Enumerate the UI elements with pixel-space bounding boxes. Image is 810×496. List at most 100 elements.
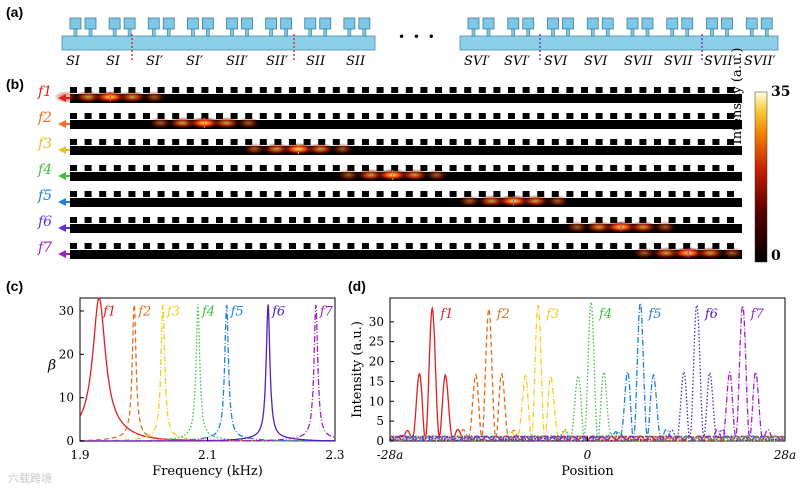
series-label-f5: f5 <box>230 304 244 319</box>
resonator-neck <box>566 28 570 37</box>
row-resonator <box>624 165 632 171</box>
axes-frame <box>79 297 336 442</box>
row-resonator <box>508 87 515 93</box>
row-resonator <box>347 217 355 223</box>
resonator <box>586 17 599 30</box>
row-resonator <box>493 217 501 223</box>
row-resonator <box>157 243 165 249</box>
row-resonator <box>245 113 253 119</box>
row-resonator <box>420 243 428 249</box>
site-label: SII′ <box>266 54 289 69</box>
row-resonator <box>537 165 545 171</box>
row-resonator <box>186 217 194 223</box>
row-resonator <box>274 243 282 249</box>
row-resonator <box>391 87 399 93</box>
row-resonator <box>259 191 267 197</box>
row-resonator <box>581 165 588 171</box>
row-resonator <box>362 113 369 119</box>
site-label: SII <box>346 54 366 69</box>
row-resonator <box>478 243 486 249</box>
y-tick-label: 30 <box>369 315 384 329</box>
row-resonator <box>478 113 486 119</box>
row-resonator <box>259 87 267 93</box>
row-resonator <box>566 87 574 93</box>
series-label-f3: f3 <box>545 307 559 322</box>
row-resonator <box>449 165 457 171</box>
series-f6 <box>389 304 786 443</box>
resonator <box>108 17 121 30</box>
resonator-neck <box>526 28 531 37</box>
y-axis-label: Intensity (a.u.) <box>350 321 365 418</box>
resonator-neck <box>347 28 352 37</box>
colorbar-max: 35 <box>771 84 791 100</box>
row-resonator <box>654 139 661 145</box>
row-resonator <box>128 165 136 171</box>
panel-c-label: (c) <box>6 278 24 294</box>
row-resonator <box>727 243 734 249</box>
row-resonator <box>639 217 647 223</box>
row-resonator <box>654 87 661 93</box>
row-resonator <box>245 139 253 145</box>
resonator-neck <box>764 28 769 37</box>
series-label-f2: f2 <box>496 307 510 322</box>
row-resonator <box>376 139 384 145</box>
row-resonator <box>303 165 311 171</box>
row-resonator <box>84 87 92 93</box>
resonator <box>522 17 535 30</box>
row-resonator <box>420 139 428 145</box>
row-label-f6: f6 <box>38 214 53 230</box>
row-resonator <box>391 113 399 119</box>
row-resonator <box>595 87 603 93</box>
resonator <box>547 17 559 30</box>
row-resonator <box>697 113 705 119</box>
resonator-neck <box>323 28 328 37</box>
panel-b-label: (b) <box>6 76 24 92</box>
row-resonator <box>201 139 209 145</box>
row-resonator <box>668 165 676 171</box>
row-resonator <box>201 113 209 119</box>
row-resonator <box>712 139 720 145</box>
row-resonator <box>449 139 457 145</box>
resonator <box>507 17 520 30</box>
row-resonator <box>376 165 384 171</box>
row-resonator <box>712 191 720 197</box>
row-label-f1: f1 <box>38 84 53 100</box>
x-tick-label: 0 <box>584 448 592 462</box>
row-resonator <box>639 191 647 197</box>
row-resonator <box>172 217 180 223</box>
resonator <box>265 17 278 30</box>
row-resonator <box>478 139 486 145</box>
row-resonator <box>727 113 734 119</box>
row-resonator <box>478 87 486 93</box>
intensity-spot <box>695 247 726 259</box>
row-resonator <box>113 165 121 171</box>
row-resonator <box>508 139 515 145</box>
site-label: SVI <box>584 54 608 69</box>
row-resonator <box>84 113 92 119</box>
row-resonator <box>143 217 150 223</box>
row-resonator <box>566 139 574 145</box>
row-resonator <box>289 87 296 93</box>
row-resonator <box>493 87 501 93</box>
row-resonator <box>668 217 676 223</box>
row-resonator <box>157 139 165 145</box>
intensity-spot <box>305 143 336 155</box>
row-resonator <box>537 87 545 93</box>
row-resonator <box>216 243 223 249</box>
row-resonator <box>639 87 647 93</box>
resonator-neck <box>725 28 729 37</box>
row-resonator <box>332 243 340 249</box>
resonator <box>226 17 238 30</box>
row-resonator <box>376 243 384 249</box>
row-resonator <box>245 191 253 197</box>
row-resonator <box>172 87 180 93</box>
row-resonator <box>522 243 530 249</box>
intensity-spot <box>142 91 167 103</box>
row-resonator <box>551 165 559 171</box>
row-waveguide <box>70 120 742 129</box>
resonator-neck <box>605 28 610 37</box>
site-label: SVII′ <box>744 54 776 69</box>
row-resonator <box>113 217 121 223</box>
series-label-f3: f3 <box>166 304 180 319</box>
site-label: SVII <box>664 54 693 69</box>
